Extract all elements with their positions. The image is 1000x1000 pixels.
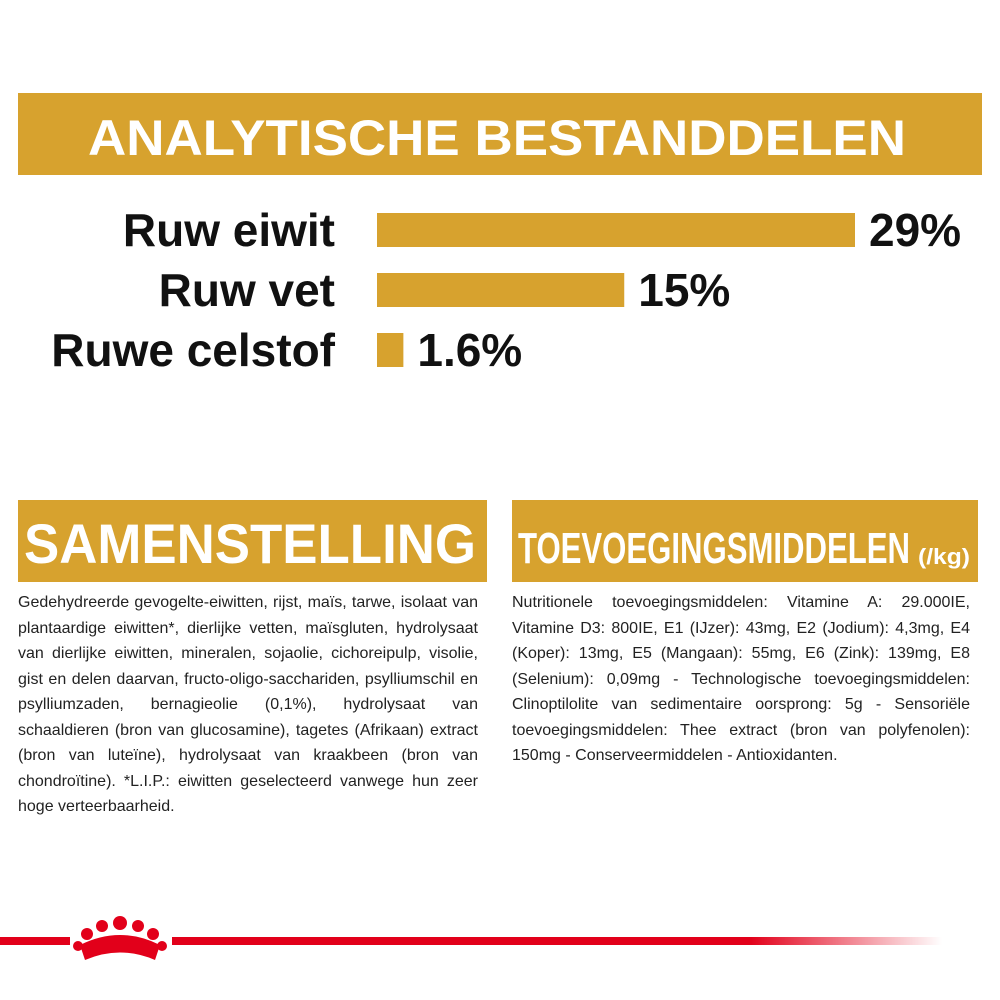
composition-text: Gedehydreerde gevogelte-eiwitten, rijst,… — [18, 594, 478, 815]
header-title: ANALYTISCHE BESTANDDELEN — [88, 110, 906, 166]
additives-band — [512, 500, 978, 582]
category-label: Ruwe celstof — [51, 324, 335, 376]
additives-unit: (/kg) — [918, 544, 970, 569]
composition-band — [18, 500, 487, 582]
additives-text: Nutritionele toevoegingsmiddelen: Vitami… — [512, 594, 970, 764]
value-label: 1.6% — [417, 324, 522, 376]
value-label: 29% — [869, 204, 961, 256]
crown-logo — [73, 916, 167, 960]
value-label: 15% — [638, 264, 730, 316]
category-label: Ruw vet — [159, 264, 335, 316]
brand-line — [0, 937, 70, 945]
header-band — [18, 93, 982, 175]
bar — [377, 333, 404, 367]
brand-line — [172, 937, 942, 945]
bar — [377, 273, 625, 307]
additives-title: TOEVOEGINGSMIDDELEN — [518, 524, 910, 573]
composition-title: SAMENSTELLING — [24, 512, 476, 575]
category-label: Ruw eiwit — [123, 204, 335, 256]
bar — [377, 213, 855, 247]
